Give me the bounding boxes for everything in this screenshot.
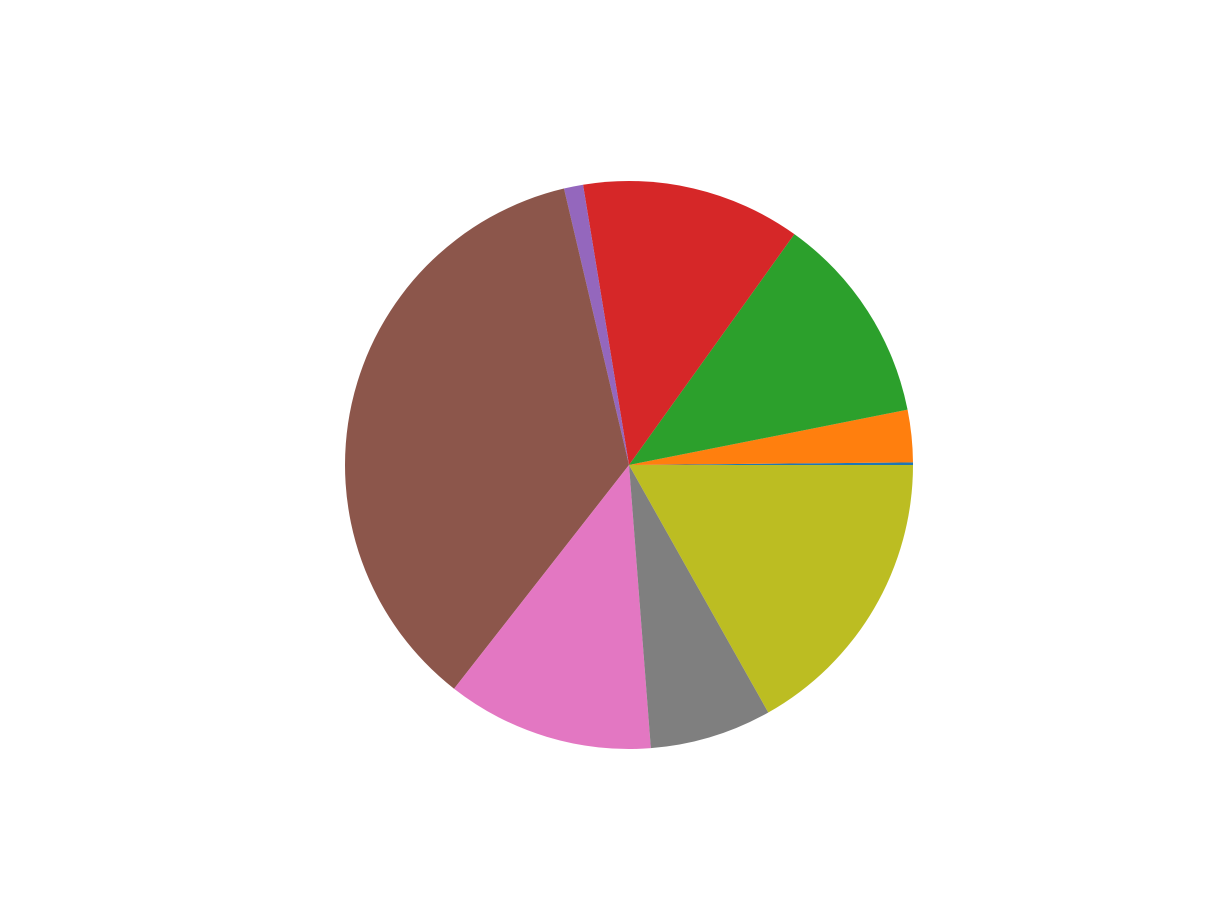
pie-slice-6 bbox=[345, 188, 629, 689]
pie-slices bbox=[345, 181, 914, 750]
pie-slice-1 bbox=[629, 462, 914, 465]
pie-slice-3 bbox=[629, 234, 908, 465]
pie-slice-7 bbox=[454, 465, 651, 750]
pie-slice-8 bbox=[629, 465, 769, 749]
pie-slice-2 bbox=[629, 409, 913, 465]
pie-slice-5 bbox=[563, 184, 629, 465]
pie-slice-9 bbox=[629, 465, 913, 713]
pie-slice-4 bbox=[583, 181, 795, 465]
